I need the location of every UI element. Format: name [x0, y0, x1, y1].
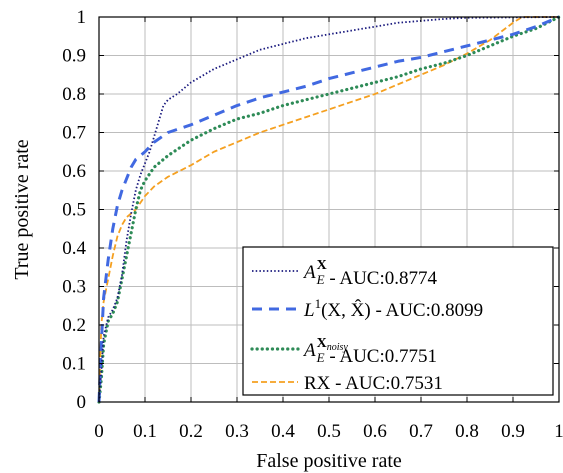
axis-ticks: 0 0.1 0.2 0.3 0.4 0.5 0.6 0.7 0.8 0.9 1 0 0.1 0.2 0.3 0… [62, 7, 563, 442]
x-tick-label-4: 0.4 [271, 421, 295, 442]
y-tick-label-8: 0.8 [62, 84, 86, 105]
x-tick-label-1: 0.1 [133, 421, 157, 442]
y-tick-label-7: 0.7 [62, 123, 86, 144]
y-tick-label-3: 0.3 [62, 277, 86, 298]
y-tick-label-5: 0.5 [62, 200, 86, 221]
x-tick-label-10: 1 [554, 421, 563, 442]
x-tick-label-3: 0.3 [225, 421, 249, 442]
y-tick-label-10: 1 [77, 7, 87, 28]
series-line-1 [97, 15, 560, 403]
x-tick-label-9: 0.9 [501, 421, 525, 442]
y-axis-title: True positive rate [11, 139, 33, 279]
legend: AX E - AUC:0.8774 L1(X, X̂) - AUC:0.8099 AX… [242, 246, 554, 396]
y-tick-label-1: 0.1 [62, 354, 86, 375]
y-tick-label-6: 0.6 [62, 161, 86, 182]
x-tick-label-6: 0.6 [363, 421, 387, 442]
x-tick-label-2: 0.2 [179, 421, 203, 442]
legend-box [242, 246, 554, 396]
legend-label-3: RX - AUC:0.7531 [304, 373, 443, 394]
y-tick-label-4: 0.4 [62, 238, 86, 259]
y-tick-label-2: 0.2 [62, 315, 86, 336]
x-tick-label-8: 0.8 [455, 421, 479, 442]
x-tick-label-7: 0.7 [409, 421, 433, 442]
x-axis-title: False positive rate [256, 450, 402, 472]
series-line-2 [97, 15, 561, 404]
legend-label-0: AX E - AUC:0.8774 [302, 258, 437, 289]
y-tick-label-9: 0.9 [62, 46, 86, 67]
legend-label-2: AXnoisy E - AUC:0.7751 [302, 336, 437, 367]
x-tick-label-0: 0 [94, 421, 104, 442]
x-tick-label-5: 0.5 [317, 421, 341, 442]
legend-label-1: L1(X, X̂) - AUC:0.8099 [303, 296, 483, 321]
series-layer [97, 15, 561, 404]
series-line-3 [98, 16, 559, 403]
y-tick-label-0: 0 [77, 392, 87, 413]
